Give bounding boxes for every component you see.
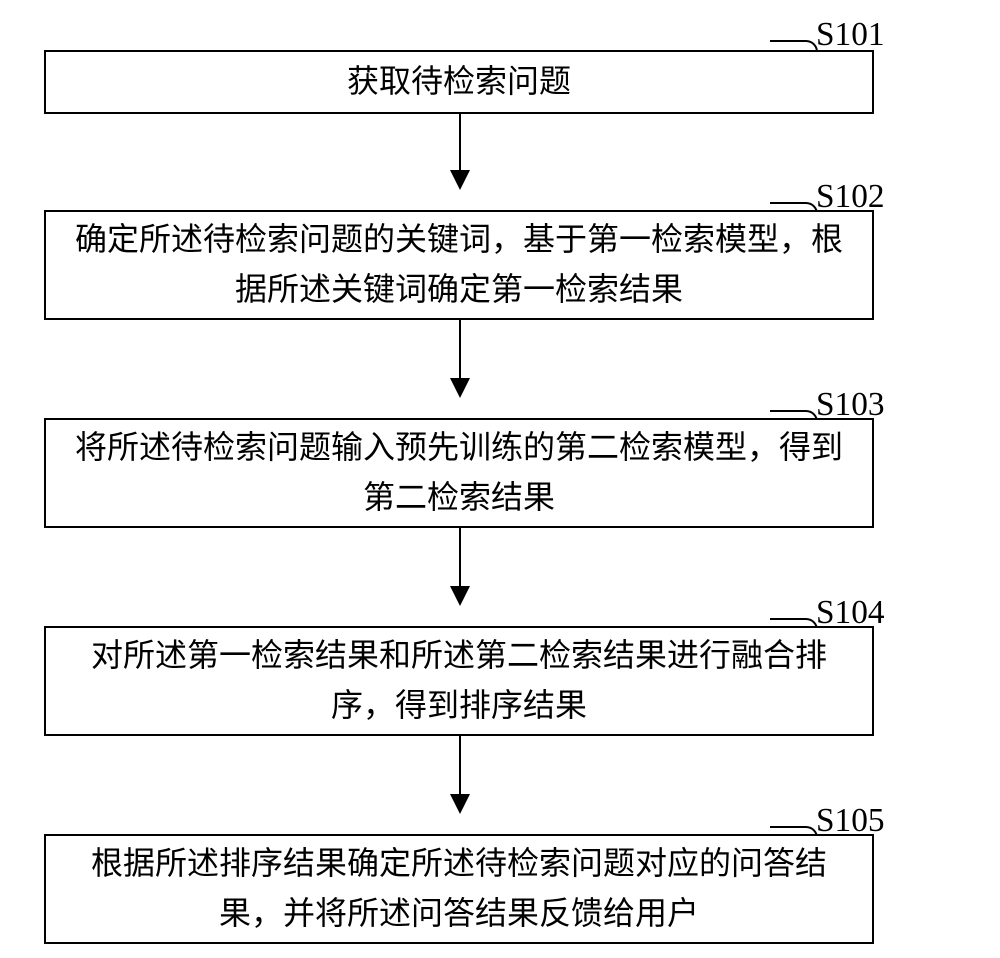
step-text-s102: 确定所述待检索问题的关键词，基于第一检索模型，根据所述关键词确定第一检索结果 bbox=[66, 215, 852, 314]
step-text-s105: 根据所述排序结果确定所述待检索问题对应的问答结果，并将所述问答结果反馈给用户 bbox=[66, 839, 852, 938]
step-box-s101: 获取待检索问题 bbox=[44, 50, 874, 114]
arrow-line-3 bbox=[459, 528, 461, 586]
arrow-line-1 bbox=[459, 114, 461, 170]
arrow-line-2 bbox=[459, 320, 461, 378]
step-box-s104: 对所述第一检索结果和所述第二检索结果进行融合排序，得到排序结果 bbox=[44, 626, 874, 736]
arrow-head-3 bbox=[450, 586, 470, 606]
step-text-s101: 获取待检索问题 bbox=[347, 57, 571, 107]
arrow-line-4 bbox=[459, 736, 461, 794]
step-box-s102: 确定所述待检索问题的关键词，基于第一检索模型，根据所述关键词确定第一检索结果 bbox=[44, 210, 874, 320]
step-text-s104: 对所述第一检索结果和所述第二检索结果进行融合排序，得到排序结果 bbox=[66, 631, 852, 730]
arrow-head-4 bbox=[450, 794, 470, 814]
arrow-head-2 bbox=[450, 378, 470, 398]
flowchart-canvas: S101 获取待检索问题 S102 确定所述待检索问题的关键词，基于第一检索模型… bbox=[0, 0, 1000, 958]
step-label-s101: S101 bbox=[816, 16, 885, 54]
step-box-s105: 根据所述排序结果确定所述待检索问题对应的问答结果，并将所述问答结果反馈给用户 bbox=[44, 834, 874, 944]
arrow-head-1 bbox=[450, 170, 470, 190]
step-text-s103: 将所述待检索问题输入预先训练的第二检索模型，得到第二检索结果 bbox=[66, 423, 852, 522]
step-box-s103: 将所述待检索问题输入预先训练的第二检索模型，得到第二检索结果 bbox=[44, 418, 874, 528]
